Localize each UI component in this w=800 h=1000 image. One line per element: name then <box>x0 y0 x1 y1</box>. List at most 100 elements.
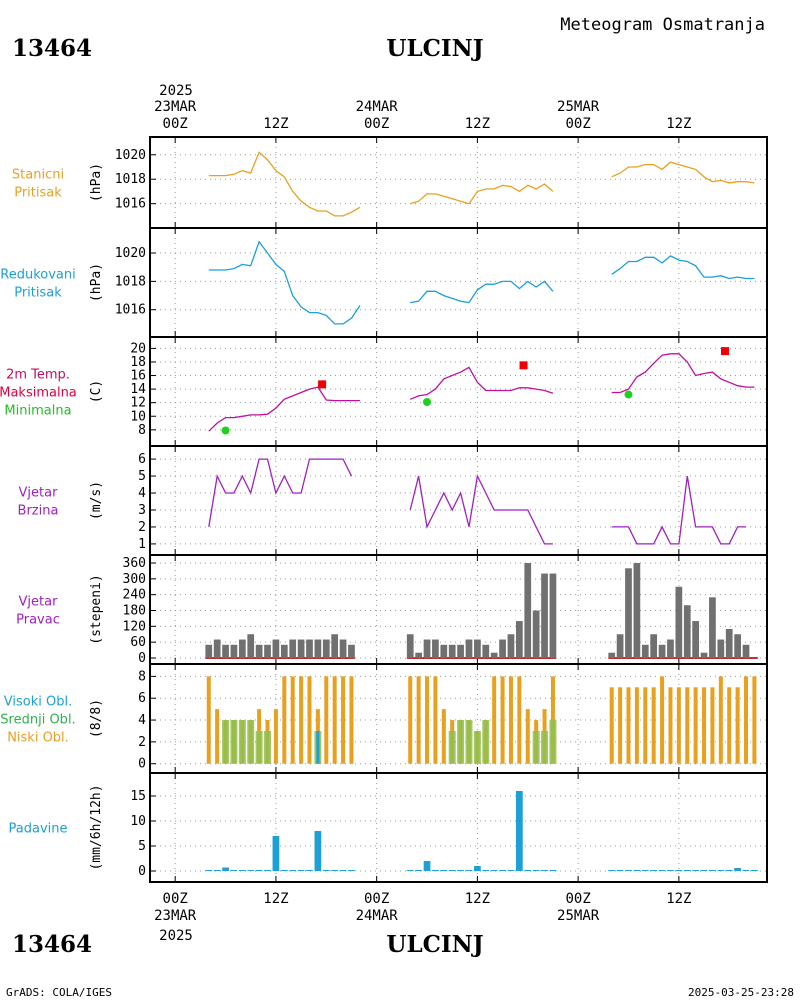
ytick-label-p6-4: 8 <box>138 669 146 684</box>
bar-low-cloud-41 <box>651 687 656 764</box>
panel-label-p3-2: Minimalna <box>4 404 71 419</box>
ytick-label-p6-3: 6 <box>138 691 146 706</box>
bar-mid-cloud-23 <box>448 730 456 764</box>
bar-p7-44 <box>675 870 683 871</box>
bar-p7-5 <box>247 870 255 871</box>
panel-p6: 0 2 4 6 8 (8/8) Visoki Obl. Srednji Obl. Niski O… <box>0 663 768 774</box>
ytick-label-p5-3: 180 <box>123 604 146 619</box>
bar-low-cloud-47 <box>702 687 707 764</box>
ytick-label-p7-0: 0 <box>138 864 146 879</box>
ytick-label-p2-0: 1016 <box>115 303 146 318</box>
bar-low-cloud-15 <box>332 676 337 764</box>
bar-low-cloud-45 <box>685 687 690 764</box>
bar-p7-16 <box>339 870 347 871</box>
series-line-p4-0-1 <box>409 474 553 545</box>
series-line-p3-0-0 <box>208 386 360 432</box>
bar-p7-22 <box>440 870 448 871</box>
ytick-label-p1-0: 1016 <box>115 197 146 212</box>
ytick-label-p6-0: 0 <box>138 757 146 772</box>
bar-p5-18 <box>406 634 414 658</box>
bar-p5-27 <box>482 644 490 658</box>
bar-p7-28 <box>490 870 498 871</box>
panels: 101610181020(hPa)StanicniPritisak1016101… <box>0 136 768 883</box>
ytick-label-p3-3: 14 <box>130 382 146 397</box>
bar-p7-8 <box>272 836 280 871</box>
ylabel-p3: (C) <box>89 380 104 403</box>
ytick-label-p3-2: 12 <box>130 396 146 411</box>
panel-p4: 1 2 3 4 5 6 (m/s) Vjetar Brzina <box>18 445 768 556</box>
bar-mid-cloud-24 <box>457 720 465 764</box>
bar-p5-11 <box>297 639 305 658</box>
panel-label-p4-1: Brzina <box>18 504 59 519</box>
bar-p5-48 <box>709 597 716 658</box>
panel-p7: 0 5 10 15 (mm/6h/12h) Padavine <box>9 772 768 883</box>
panel-label-p1-1: Pritisak <box>14 186 62 201</box>
series-line-p1-0-1 <box>410 183 554 205</box>
bar-p5-42 <box>658 644 666 658</box>
bar-mid-cloud-35 <box>549 720 557 764</box>
bar-p5-17 <box>348 644 355 658</box>
bar-p5-2 <box>222 644 229 658</box>
series-line-p3-0-2 <box>611 353 755 394</box>
ytick-label-p2-1: 1018 <box>115 274 146 289</box>
panel-label-p2-1: Pritisak <box>14 286 62 301</box>
ytick-label-p1-1: 1018 <box>115 172 146 187</box>
bar-p5-4 <box>238 639 246 658</box>
panel-p1: 1016 1018 1020 (hPa) Stanicni Pritisak <box>12 136 768 229</box>
bar-p5-16 <box>339 639 347 658</box>
series-line-p4-0-0 <box>208 458 353 528</box>
bar-p5-25 <box>465 639 473 658</box>
bar-p5-6 <box>255 644 263 658</box>
bar-p5-47 <box>700 652 708 658</box>
bar-p7-34 <box>541 870 548 871</box>
top-date-label-4: 25MAR <box>557 99 600 115</box>
bar-p7-23 <box>448 870 456 871</box>
bar-p5-24 <box>457 644 464 658</box>
bar-p5-19 <box>415 652 422 658</box>
bar-p7-46 <box>692 870 700 871</box>
top-time-tick-4: 00Z <box>565 116 590 132</box>
bar-p5-22 <box>440 644 448 658</box>
panel-frame-p1 <box>149 136 768 229</box>
ytick-label-p1-2: 1020 <box>115 148 146 163</box>
bar-low-cloud-46 <box>693 687 698 764</box>
bar-low-cloud-50 <box>727 687 732 764</box>
top-time-tick-2: 00Z <box>364 116 389 132</box>
marker-max-1 <box>519 361 528 370</box>
marker-max-0 <box>318 380 327 389</box>
bottom-time-tick-1: 12Z <box>263 891 288 907</box>
bottom-time-tick-3: 12Z <box>465 891 490 907</box>
series-line-p2-0-0 <box>208 240 361 325</box>
bar-low-cloud-39 <box>634 687 639 764</box>
panel-label-p1-0: Stanicni <box>12 168 64 183</box>
ylabel-p2: (hPa) <box>89 263 104 302</box>
bar-p7-26 <box>474 866 481 871</box>
bar-p7-6 <box>255 870 263 871</box>
top-time-tick-1: 12Z <box>263 116 288 132</box>
ytick-label-p4-2: 3 <box>138 503 146 518</box>
bar-mid-cloud-3 <box>230 720 238 764</box>
bar-p7-4 <box>238 870 246 871</box>
bar-low-cloud-51 <box>735 687 740 764</box>
bar-low-cloud-52 <box>744 676 749 764</box>
bar-p5-49 <box>717 639 725 658</box>
ytick-label-p7-2: 10 <box>130 814 146 829</box>
bar-p5-29 <box>499 639 506 658</box>
bottom-date-label-4: 25MAR <box>557 908 600 924</box>
bar-p5-32 <box>524 563 532 658</box>
top-time-tick-5: 12Z <box>666 116 691 132</box>
ylabel-p5: (stepeni) <box>89 574 104 644</box>
bar-p7-31 <box>516 791 523 871</box>
panel-label-p4-0: Vjetar <box>19 486 59 501</box>
marker-min-0 <box>221 426 230 435</box>
bar-mid-cloud-6 <box>255 730 263 764</box>
bar-p7-14 <box>322 870 330 871</box>
bar-p7-40 <box>641 870 649 871</box>
bar-p7-17 <box>348 870 355 871</box>
bottom-time-tick-4: 00Z <box>565 891 590 907</box>
bar-low-cloud-28 <box>492 676 497 764</box>
panel-label-p5-1: Pravac <box>16 613 60 628</box>
bar-p5-34 <box>541 573 548 658</box>
ytick-label-p7-1: 5 <box>138 839 146 854</box>
